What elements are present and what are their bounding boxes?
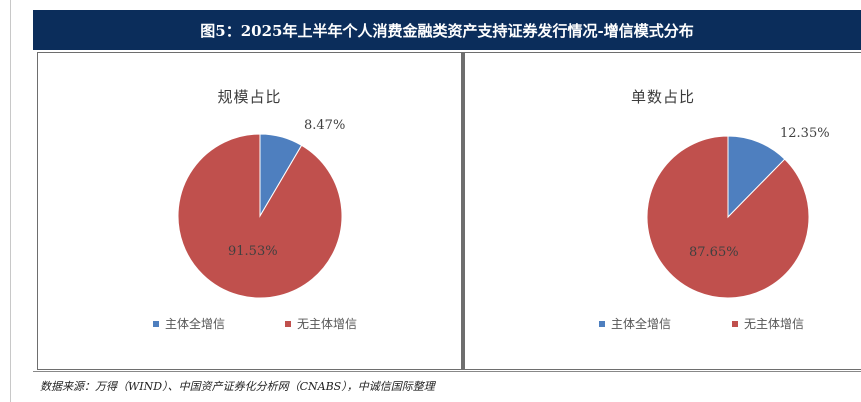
charts-frame: 规模占比 8.47% 91.53% 主体全增信 无主体增信 单数占比 12.35%… <box>33 50 861 372</box>
legend-swatch-red <box>285 320 291 327</box>
source-note: 数据来源：万得（WIND）、中国资产证券化分析网（CNABS），中诚信国际整理 <box>40 380 435 393</box>
legend-item-no-guarantee: 无主体增信 <box>285 315 357 332</box>
chart-panel-count: 单数占比 12.35% 87.65% 主体全增信 无主体增信 <box>464 52 861 370</box>
pie-data-label: 91.53% <box>228 244 278 259</box>
pie-slice-no-guarantee <box>646 135 810 299</box>
legend-item-full-guarantee: 主体全增信 <box>153 315 225 332</box>
pie-slice-no-guarantee <box>177 133 343 299</box>
legend-label: 主体全增信 <box>611 317 672 331</box>
legend-count: 主体全增信 无主体增信 <box>465 315 861 335</box>
legend-swatch-blue <box>153 320 159 327</box>
chart-title-count: 单数占比 <box>630 88 695 106</box>
pie-chart-count: 12.35% 87.65% <box>646 126 830 299</box>
left-margin-rule <box>10 0 11 402</box>
pie-chart-scale: 8.47% 91.53% <box>177 118 345 299</box>
pie-slice-full-guarantee <box>727 135 786 219</box>
legend-label: 无主体增信 <box>744 317 805 331</box>
pie-data-label: 12.35% <box>780 126 830 141</box>
legend-swatch-red <box>732 320 738 327</box>
legend-label: 主体全增信 <box>165 317 226 331</box>
pie-data-label: 8.47% <box>304 118 345 133</box>
legend-label: 无主体增信 <box>297 317 358 331</box>
chart-panel-scale: 规模占比 8.47% 91.53% 主体全增信 无主体增信 <box>37 52 462 370</box>
legend-item-full-guarantee: 主体全增信 <box>599 315 671 332</box>
legend-item-no-guarantee: 无主体增信 <box>732 315 804 332</box>
legend-swatch-blue <box>599 320 605 327</box>
figure-title: 图5：2025年上半年个人消费金融类资产支持证券发行情况-增信模式分布 <box>200 21 694 40</box>
chart-title-scale: 规模占比 <box>217 88 282 106</box>
figure-title-bar: 图5：2025年上半年个人消费金融类资产支持证券发行情况-增信模式分布 <box>33 10 861 50</box>
legend-scale: 主体全增信 无主体增信 <box>38 315 461 335</box>
pie-data-label: 87.65% <box>689 245 739 260</box>
panel-divider <box>462 52 464 370</box>
